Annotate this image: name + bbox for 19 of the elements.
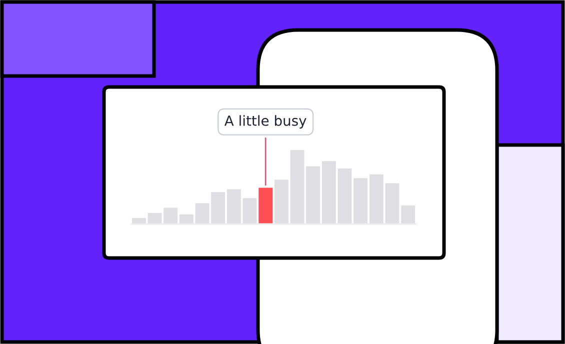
bar [338,168,352,224]
bar [369,174,384,224]
bar [274,180,288,224]
text: A little busy [224,115,306,129]
bar [290,150,304,224]
bar [242,198,257,224]
bar [401,206,416,224]
bar [132,218,146,224]
bar [148,212,162,224]
bar [226,189,241,224]
bar [258,188,273,224]
bar [322,161,336,224]
bar [195,203,210,224]
bar [164,208,178,224]
bar [211,192,226,224]
bar [179,214,194,224]
bar [306,166,320,224]
bar [354,178,368,224]
bar [385,183,400,224]
